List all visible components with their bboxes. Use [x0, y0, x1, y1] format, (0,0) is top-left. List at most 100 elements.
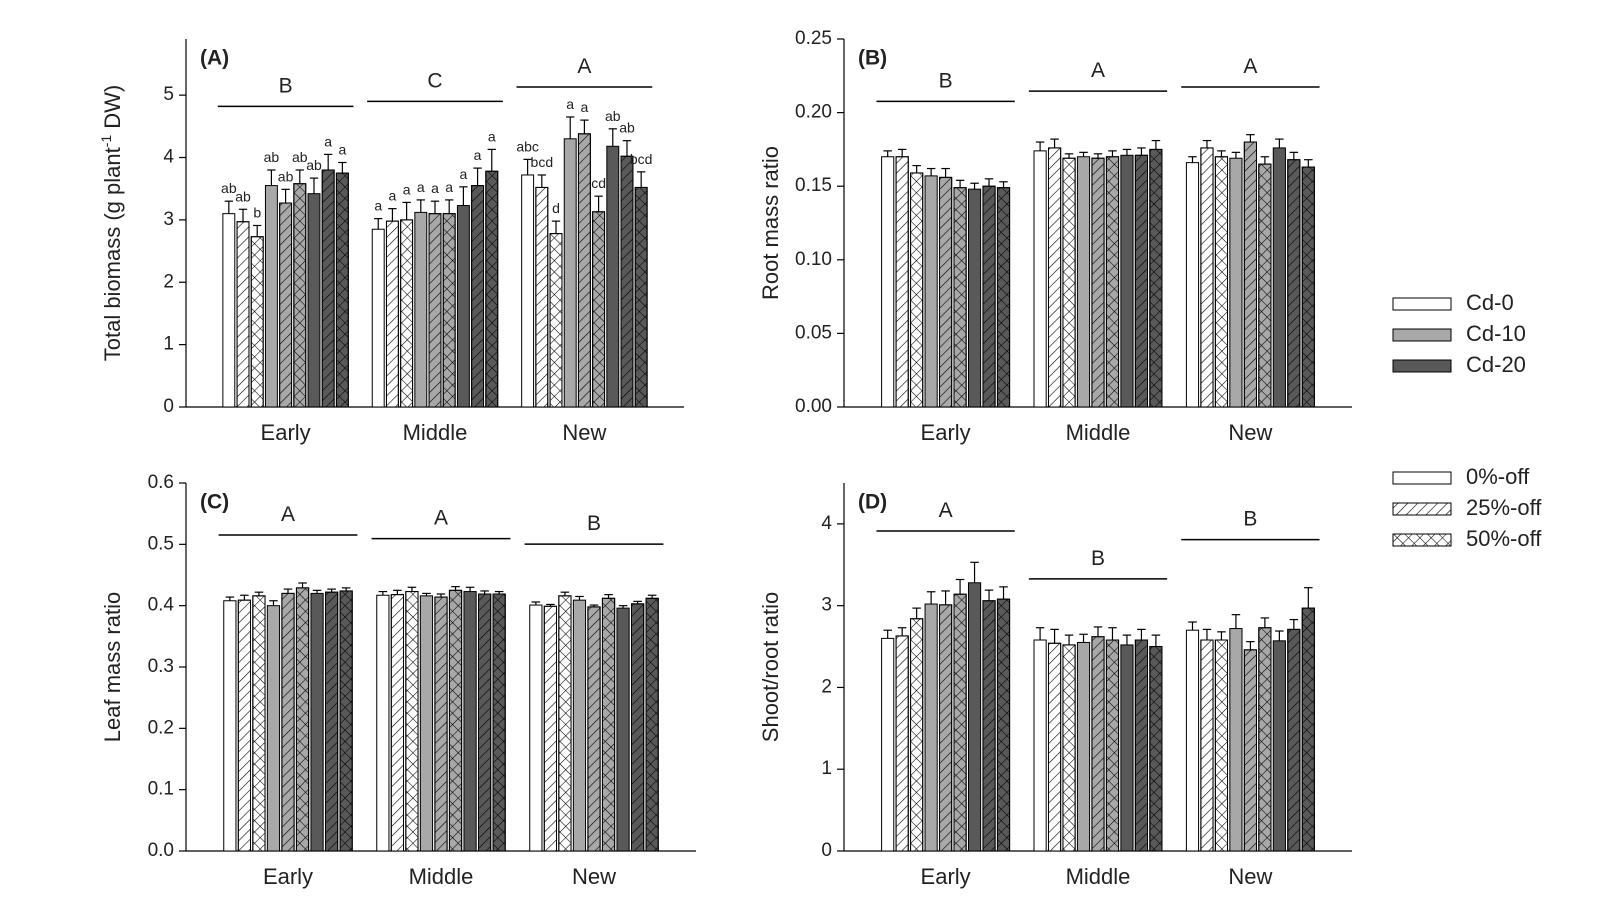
y-axis-label-sup: -1	[98, 135, 114, 148]
bar-pattern	[939, 604, 953, 852]
bar-pattern	[645, 597, 659, 852]
significance-letter: a	[445, 179, 453, 195]
significance-letter: ab	[235, 188, 251, 204]
y-tick-label: 0.6	[148, 472, 174, 493]
bar-pattern	[910, 618, 924, 852]
bar-pattern	[385, 220, 399, 408]
bar	[266, 605, 281, 852]
bar	[307, 193, 321, 408]
bar-pattern	[631, 603, 645, 852]
y-axis-label-text: DW)	[100, 85, 125, 135]
x-tick-label: New	[562, 420, 606, 445]
legend-swatch	[1392, 328, 1452, 342]
y-tick-label: 4	[821, 513, 832, 534]
bar-pattern	[1301, 166, 1315, 408]
bar-pattern	[1047, 642, 1062, 852]
bar-pattern	[1287, 628, 1301, 852]
bar-pattern	[448, 589, 463, 852]
bar-pattern	[549, 233, 563, 408]
bar-pattern	[953, 187, 967, 408]
bar-pattern	[1134, 154, 1149, 408]
legend-label: 0%-off	[1466, 464, 1530, 489]
bar	[1033, 150, 1047, 408]
bar-pattern	[281, 592, 295, 852]
y-tick-label: 0	[821, 840, 832, 861]
bar-pattern	[953, 593, 967, 852]
bar-pattern	[592, 211, 606, 408]
y-tick-label: 3	[821, 595, 832, 616]
bar-pattern	[1258, 627, 1272, 852]
bar-pattern	[339, 590, 353, 852]
bar	[264, 185, 278, 408]
bar	[924, 175, 938, 408]
significance-letter: ab	[306, 157, 322, 173]
legend-swatch	[1392, 359, 1452, 373]
y-tick-label: 0.5	[148, 533, 174, 554]
x-tick-label: New	[572, 864, 616, 889]
group-letter: B	[1243, 508, 1257, 531]
bar-pattern	[492, 593, 506, 852]
significance-letter: ab	[619, 120, 635, 136]
bar-pattern	[1243, 649, 1257, 852]
y-tick-label: 0.15	[795, 175, 832, 196]
bar-pattern	[1091, 157, 1105, 408]
bar-pattern	[252, 595, 266, 852]
significance-letter: a	[374, 198, 382, 214]
bar-pattern	[237, 599, 251, 852]
bar	[924, 603, 938, 852]
group-letter: A	[434, 507, 448, 530]
x-tick-label: Middle	[409, 864, 474, 889]
panel-label: (C)	[200, 491, 229, 514]
bar-pattern	[250, 236, 264, 408]
panel-label: (B)	[858, 47, 887, 70]
bar-pattern	[1301, 607, 1315, 852]
bar	[376, 594, 390, 852]
bar-pattern	[982, 185, 996, 408]
significance-letter: ab	[278, 168, 294, 184]
significance-letter: bcd	[531, 154, 554, 170]
significance-letter: a	[474, 147, 482, 163]
bar	[222, 213, 236, 408]
bar-pattern	[1287, 159, 1301, 408]
bar	[967, 582, 982, 852]
y-tick-label: 0.1	[148, 779, 174, 800]
bar-pattern	[390, 594, 404, 852]
legend-label: 50%-off	[1466, 526, 1542, 551]
x-tick-label: Middle	[403, 420, 468, 445]
y-tick-label: 3	[163, 209, 174, 230]
bar-pattern	[236, 221, 250, 408]
legend-label: Cd-20	[1466, 352, 1526, 377]
bar-pattern	[1214, 156, 1229, 408]
bar-pattern	[1047, 147, 1062, 408]
group-letter: A	[939, 499, 953, 522]
bar-pattern	[910, 172, 924, 408]
significance-letter: abc	[516, 138, 539, 154]
bar-pattern	[996, 187, 1011, 408]
bar-pattern	[587, 606, 601, 852]
bar-pattern	[295, 587, 310, 852]
legend-swatch-pattern	[1392, 502, 1452, 516]
bar	[1229, 157, 1243, 408]
bar	[1120, 644, 1134, 852]
y-tick-label: 0	[163, 396, 174, 417]
y-tick-label: 0.20	[795, 102, 832, 123]
y-tick-label: 4	[163, 147, 174, 168]
significance-letter: a	[431, 180, 439, 196]
y-tick-label: 0.10	[795, 249, 832, 270]
bar-pattern	[335, 172, 349, 408]
bar	[1076, 641, 1091, 852]
significance-letter: a	[459, 166, 467, 182]
bar	[1272, 640, 1286, 852]
bar-pattern	[1105, 156, 1120, 408]
group-letter: B	[279, 74, 293, 97]
bar-pattern	[400, 219, 414, 408]
bar	[606, 145, 620, 408]
y-axis-label: Root mass ratio	[758, 146, 783, 300]
y-tick-label: 0.0	[148, 840, 174, 861]
bar-pattern	[634, 186, 648, 408]
bar	[616, 607, 630, 852]
bar	[1272, 147, 1286, 408]
group-letter: A	[1243, 55, 1257, 78]
bar-pattern	[434, 596, 448, 852]
